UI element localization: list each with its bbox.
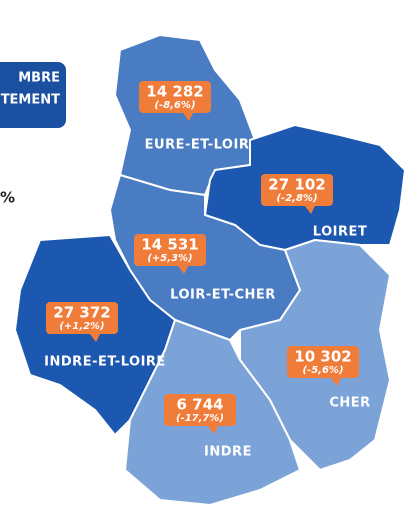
department-name: INDRE bbox=[204, 445, 252, 460]
value-bubble bbox=[139, 81, 211, 121]
side-text: % bbox=[0, 189, 15, 207]
value-bubble bbox=[287, 346, 359, 386]
value-bubble bbox=[46, 302, 118, 342]
change-label: (-8,6%) bbox=[154, 100, 195, 111]
value-label: 27 372 bbox=[53, 304, 110, 322]
change-label: (+5,3%) bbox=[147, 253, 192, 264]
change-label: (-5,6%) bbox=[302, 365, 343, 376]
department-name: EURE-ET-LOIR bbox=[145, 138, 250, 153]
department-name: CHER bbox=[329, 396, 370, 411]
value-label: 14 531 bbox=[141, 236, 198, 254]
value-label: 10 302 bbox=[294, 348, 351, 366]
badge-line: MBRE bbox=[18, 71, 60, 86]
department-name: LOIRET bbox=[313, 225, 367, 240]
department-name: INDRE-ET-LOIRE bbox=[44, 355, 166, 370]
value-label: 6 744 bbox=[177, 396, 224, 414]
value-bubble bbox=[261, 174, 333, 214]
change-label: (-17,7%) bbox=[176, 413, 224, 424]
change-label: (+1,2%) bbox=[59, 321, 104, 332]
department-name: LOIR-ET-CHER bbox=[170, 288, 276, 303]
badge-line: TEMENT bbox=[1, 93, 60, 108]
value-bubble bbox=[164, 394, 236, 434]
value-bubble bbox=[134, 234, 206, 274]
change-label: (-2,8%) bbox=[276, 193, 317, 204]
legend-badge bbox=[0, 62, 66, 128]
value-label: 14 282 bbox=[146, 83, 203, 101]
value-label: 27 102 bbox=[268, 176, 325, 194]
